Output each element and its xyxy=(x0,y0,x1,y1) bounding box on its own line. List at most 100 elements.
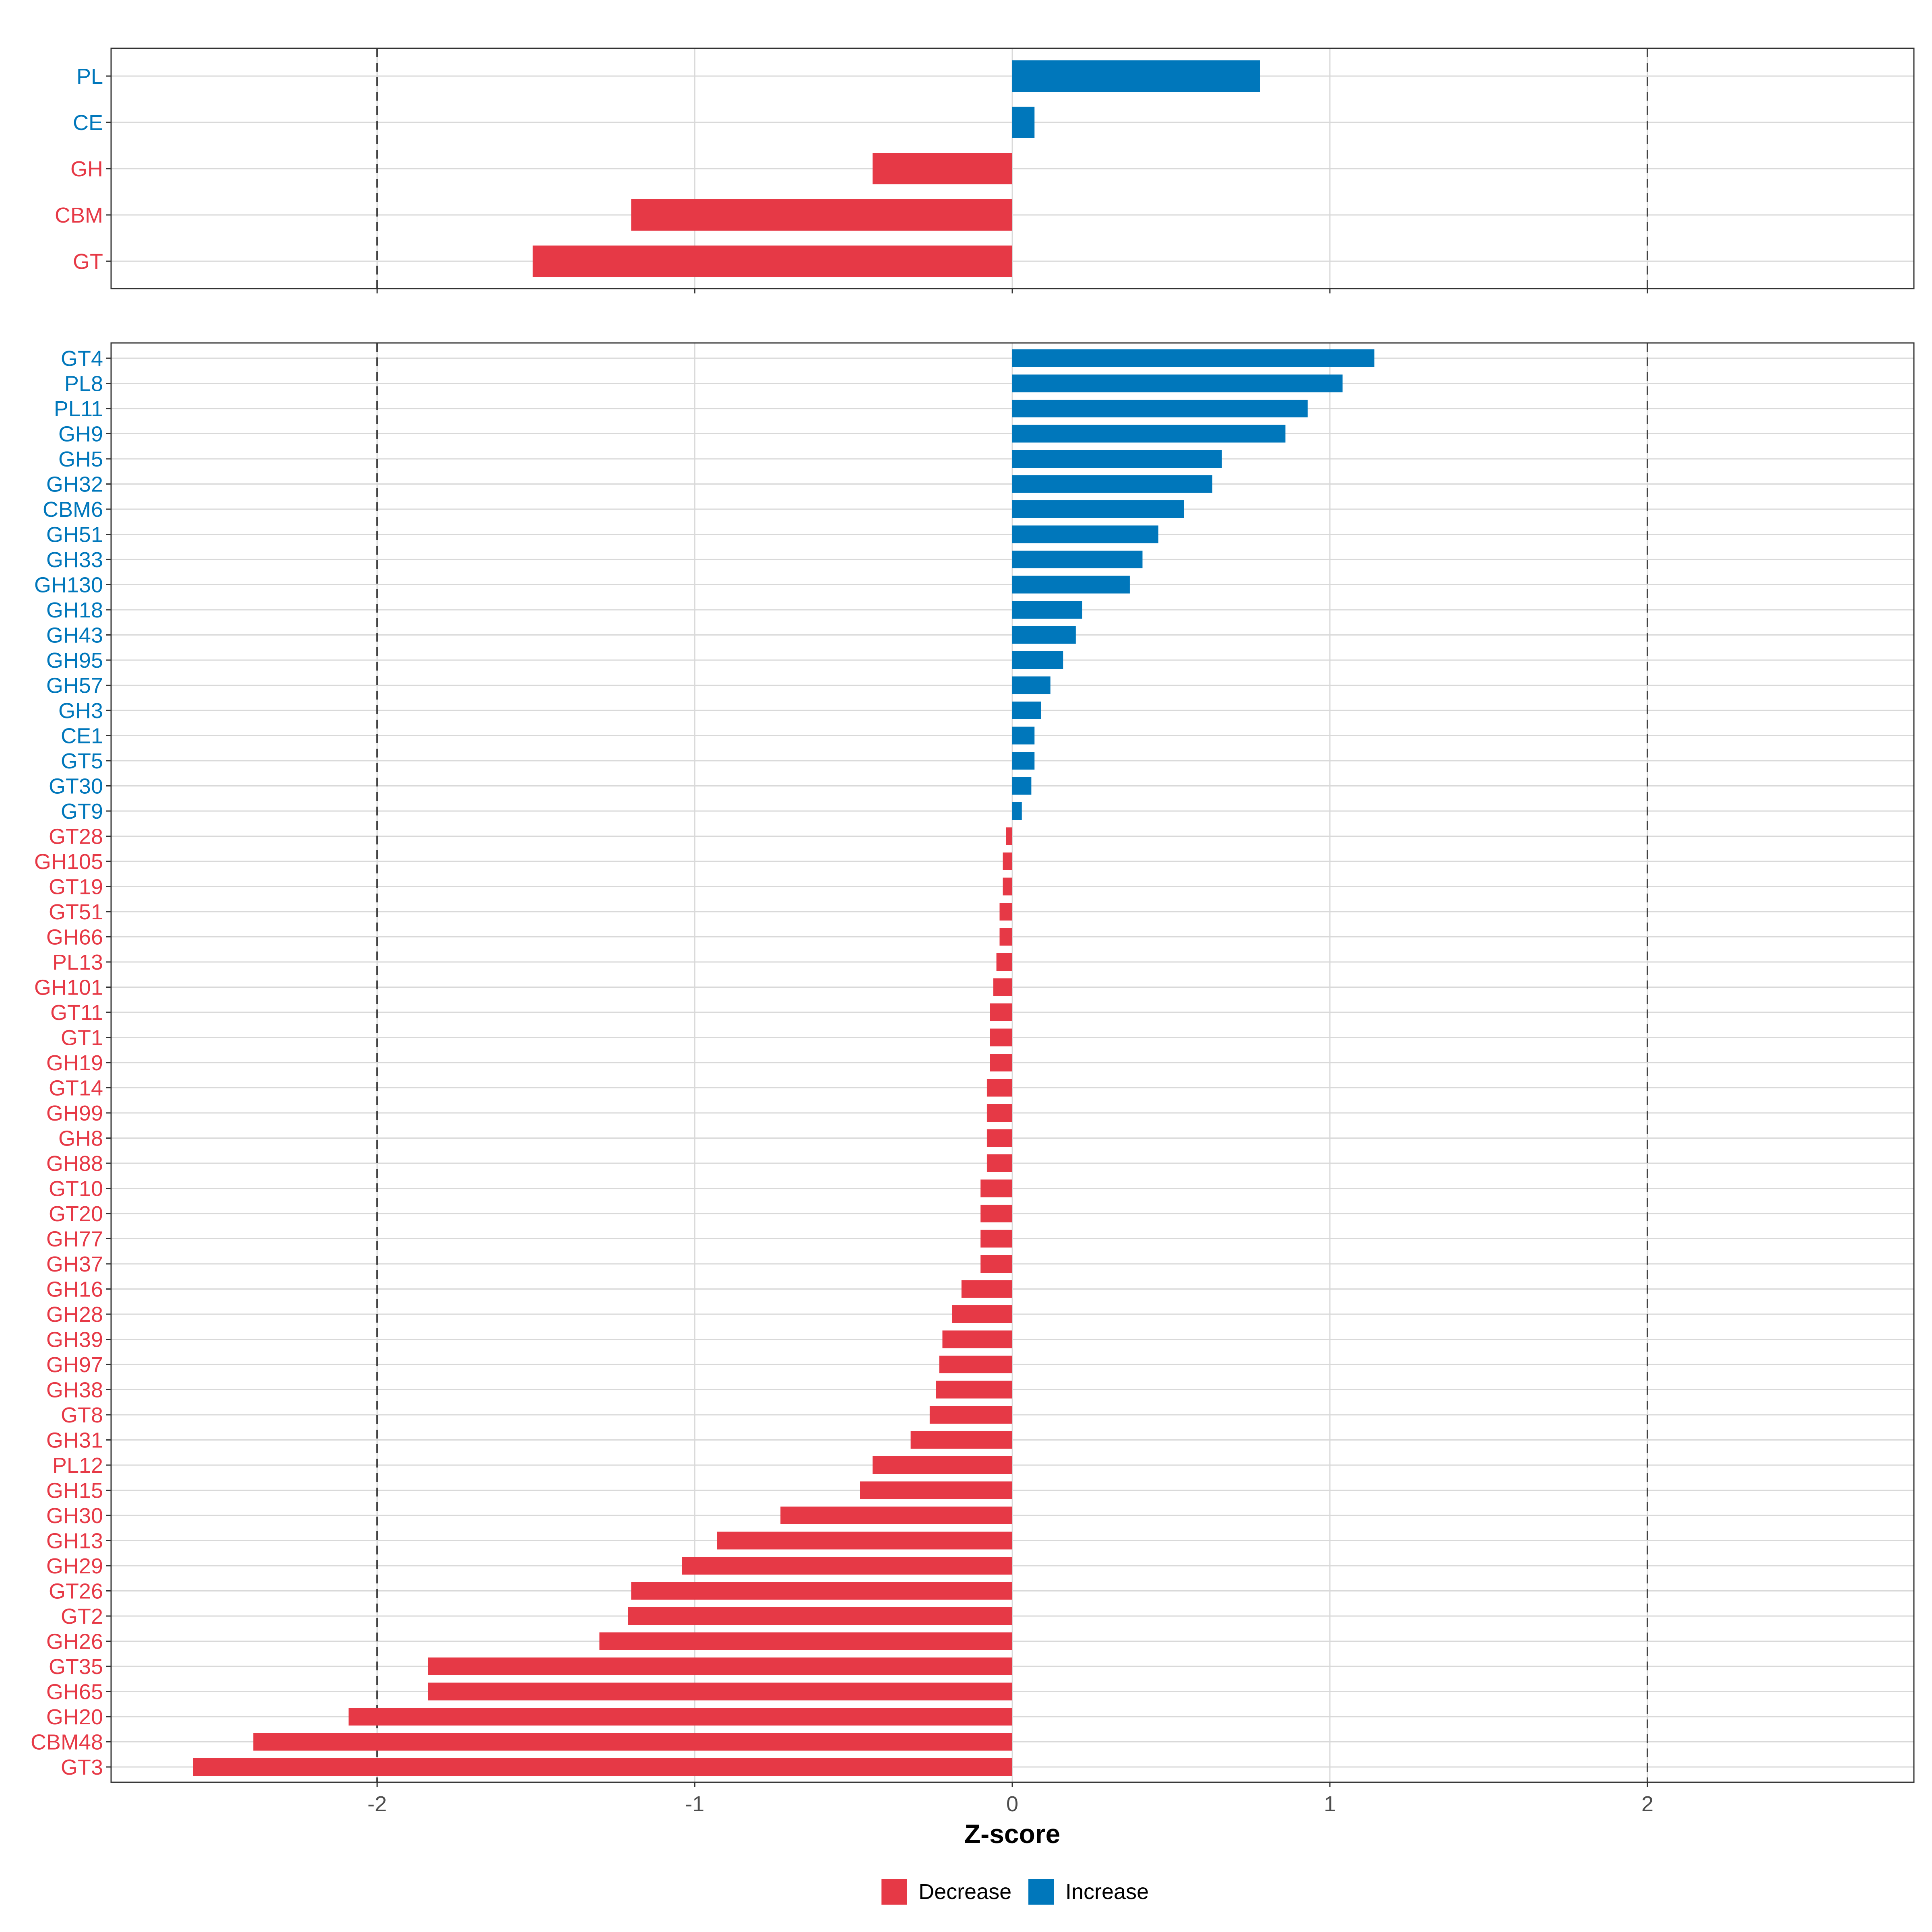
y-tick-label-gh16: GH16 xyxy=(46,1278,103,1302)
bar-gh105 xyxy=(1003,852,1012,870)
y-tick-label-gh39: GH39 xyxy=(46,1328,103,1352)
y-tick-label-gh43: GH43 xyxy=(46,623,103,648)
bar-gh88 xyxy=(987,1154,1012,1172)
y-tick-label-gt26: GT26 xyxy=(49,1579,103,1604)
y-tick-label-gt14: GT14 xyxy=(49,1076,103,1100)
y-tick-label-gh105: GH105 xyxy=(34,850,103,874)
bar-gh26 xyxy=(599,1632,1012,1650)
y-tick-label-gt3: GT3 xyxy=(61,1755,103,1779)
y-tick-label-gt8: GT8 xyxy=(61,1403,103,1427)
y-tick-label-gt1: GT1 xyxy=(61,1026,103,1050)
bar-gh32 xyxy=(1012,475,1213,493)
bottom-panel: GT4PL8PL11GH9GH5GH32CBM6GH51GH33GH130GH1… xyxy=(31,342,1915,1787)
bar-gt51 xyxy=(999,903,1012,921)
y-tick-label-gh3: GH3 xyxy=(58,699,103,723)
y-tick-label-gh8: GH8 xyxy=(58,1127,103,1151)
y-tick-label-gh19: GH19 xyxy=(46,1051,103,1075)
legend-label-increase: Increase xyxy=(1065,1880,1149,1904)
y-tick-label-ce: CE xyxy=(73,111,103,135)
x-tick-label: 2 xyxy=(1641,1792,1653,1816)
y-tick-label-gt5: GT5 xyxy=(61,749,103,773)
y-tick-label-cbm48: CBM48 xyxy=(31,1730,103,1754)
legend-swatch-decrease xyxy=(881,1879,907,1905)
y-tick-label-gt30: GT30 xyxy=(49,774,103,799)
y-tick-label-pl: PL xyxy=(76,64,103,89)
bar-gt20 xyxy=(980,1205,1012,1222)
bar-gh19 xyxy=(990,1054,1012,1071)
x-axis-title: Z-score xyxy=(964,1819,1060,1849)
y-tick-label-cbm: CBM xyxy=(55,203,103,227)
bar-pl13 xyxy=(996,953,1012,971)
bar-gh65 xyxy=(428,1682,1012,1701)
bar-gt35 xyxy=(428,1657,1012,1675)
bar-gh37 xyxy=(980,1255,1012,1273)
y-tick-label-gh57: GH57 xyxy=(46,674,103,698)
y-tick-label-gh33: GH33 xyxy=(46,548,103,572)
x-axis: -2 -1 0 1 2 xyxy=(367,1792,1653,1816)
y-tick-label-gt4: GT4 xyxy=(61,347,103,371)
bar-gt10 xyxy=(980,1179,1012,1197)
bar-gt3 xyxy=(193,1758,1012,1776)
y-tick-label-gh99: GH99 xyxy=(46,1101,103,1125)
bar-gh33 xyxy=(1012,551,1143,568)
y-tick-label-pl11: PL11 xyxy=(54,397,103,421)
y-tick-label-gt28: GT28 xyxy=(49,825,103,849)
bar-gt11 xyxy=(990,1003,1012,1021)
x-tick-label: 0 xyxy=(1006,1792,1018,1816)
y-tick-label-gt10: GT10 xyxy=(49,1177,103,1201)
y-tick-label-gh29: GH29 xyxy=(46,1554,103,1578)
bar-gh57 xyxy=(1012,676,1051,694)
bar-gh101 xyxy=(993,978,1012,996)
bar-gt8 xyxy=(929,1406,1012,1424)
bar-gh9 xyxy=(1012,425,1286,443)
y-tick-label-gt19: GT19 xyxy=(49,875,103,899)
y-tick-label-gh32: GH32 xyxy=(46,473,103,497)
bar-gh51 xyxy=(1012,525,1158,543)
y-tick-label-gh15: GH15 xyxy=(46,1479,103,1503)
y-tick-label-gh37: GH37 xyxy=(46,1252,103,1276)
bar-gh5 xyxy=(1012,450,1222,468)
x-tick-label: 1 xyxy=(1324,1792,1336,1816)
y-tick-label-gh101: GH101 xyxy=(34,976,103,1000)
bar-pl8 xyxy=(1012,374,1343,392)
bar-gh30 xyxy=(780,1507,1012,1524)
bar-cbm48 xyxy=(253,1733,1012,1751)
y-tick-label-gh77: GH77 xyxy=(46,1227,103,1251)
bar-gh28 xyxy=(952,1305,1012,1323)
y-tick-label-ce1: CE1 xyxy=(61,724,103,748)
y-tick-label-gh: GH xyxy=(70,157,103,181)
bar-gh8 xyxy=(987,1129,1012,1147)
legend-swatch-increase xyxy=(1028,1879,1054,1905)
y-tick-label-gt20: GT20 xyxy=(49,1202,103,1226)
bar-gh31 xyxy=(910,1431,1012,1449)
bar-gh77 xyxy=(980,1230,1012,1248)
x-tick-label: -1 xyxy=(685,1792,704,1816)
bar-cbm6 xyxy=(1012,500,1184,518)
bar-gt9 xyxy=(1012,802,1022,820)
bar-gh130 xyxy=(1012,576,1130,594)
bar-gh15 xyxy=(860,1481,1012,1499)
bar-gt19 xyxy=(1003,877,1012,896)
bar-ce1 xyxy=(1012,727,1035,745)
bar-gh97 xyxy=(939,1356,1012,1373)
bar-gt26 xyxy=(631,1582,1012,1600)
bar-gt2 xyxy=(628,1607,1012,1625)
bar-gh20 xyxy=(348,1708,1012,1726)
x-tick-label: -2 xyxy=(367,1792,387,1816)
y-tick-label-gh95: GH95 xyxy=(46,648,103,673)
bar-gt1 xyxy=(990,1028,1012,1046)
y-tick-label-gh66: GH66 xyxy=(46,925,103,949)
y-tick-label-gh38: GH38 xyxy=(46,1378,103,1402)
bar-gh95 xyxy=(1012,651,1063,669)
bar-cbm xyxy=(631,199,1012,231)
y-tick-label-gh28: GH28 xyxy=(46,1302,103,1327)
y-tick-label-gt35: GT35 xyxy=(49,1655,103,1679)
y-tick-label-gt: GT xyxy=(73,250,103,274)
y-tick-label-gt9: GT9 xyxy=(61,799,103,824)
y-tick-label-gh5: GH5 xyxy=(58,447,103,471)
bar-pl11 xyxy=(1012,400,1308,417)
y-tick-label-pl13: PL13 xyxy=(52,950,103,974)
y-tick-label-gh13: GH13 xyxy=(46,1529,103,1553)
bar-gt14 xyxy=(987,1079,1012,1097)
